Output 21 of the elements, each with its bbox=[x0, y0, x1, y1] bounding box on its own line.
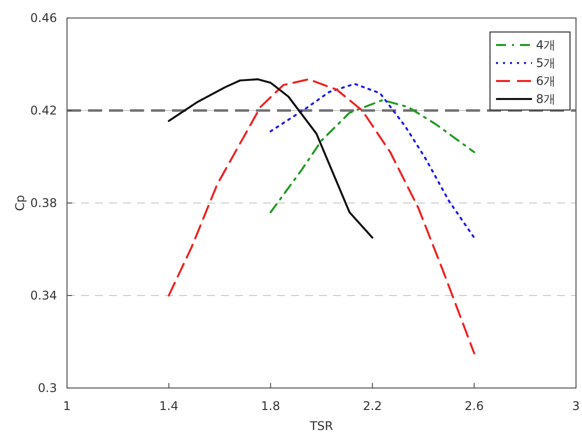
line-series bbox=[168, 78, 476, 354]
y-tick-label: 0.46 bbox=[30, 11, 57, 25]
line-series bbox=[270, 82, 476, 239]
x-axis-title: TSR bbox=[308, 419, 334, 433]
y-tick-label: 0.34 bbox=[30, 288, 57, 302]
legend-label: 8개 bbox=[536, 92, 556, 106]
y-tick-label: 0.38 bbox=[30, 196, 57, 210]
x-tick-label: 3 bbox=[572, 399, 580, 413]
legend-label: 4개 bbox=[536, 38, 556, 52]
y-tick-label: 0.3 bbox=[38, 381, 57, 395]
x-tick-label: 1.8 bbox=[261, 399, 280, 413]
x-tick-label: 2.2 bbox=[362, 399, 382, 413]
y-tick-label: 0.42 bbox=[30, 104, 57, 118]
y-axis-title: Cp bbox=[13, 195, 27, 211]
x-tick-label: 1.4 bbox=[159, 399, 178, 413]
x-tick-label: 1 bbox=[63, 399, 71, 413]
legend-label: 6개 bbox=[536, 74, 556, 88]
legend-label: 5개 bbox=[536, 56, 556, 70]
x-tick-label: 2.6 bbox=[464, 399, 484, 413]
line-series bbox=[168, 78, 374, 239]
line-series bbox=[270, 99, 476, 214]
